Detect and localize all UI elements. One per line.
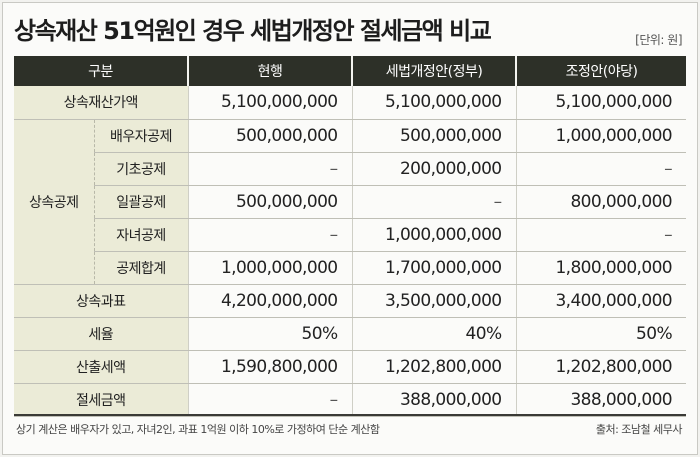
cell-value: 388,000,000 bbox=[351, 383, 517, 417]
table-row: 상속재산가액 5,100,000,000 5,100,000,000 5,100… bbox=[14, 86, 687, 120]
cell-value: 388,000,000 bbox=[515, 383, 687, 417]
cell-value: 3,500,000,000 bbox=[351, 284, 517, 318]
cell-value: 500,000,000 bbox=[187, 119, 353, 153]
cell-value: – bbox=[187, 218, 353, 252]
cell-value: 1,800,000,000 bbox=[515, 251, 687, 285]
row-label-total: 공제합계 bbox=[93, 251, 189, 285]
unit-label: [단위: 원] bbox=[635, 33, 682, 47]
header-category: 구분 bbox=[14, 56, 189, 86]
cell-value: – bbox=[187, 152, 353, 186]
table-row: 절세금액 – 388,000,000 388,000,000 bbox=[14, 383, 687, 417]
row-label-computed: 산출세액 bbox=[14, 350, 189, 384]
table-row: 상속과표 4,200,000,000 3,500,000,000 3,400,0… bbox=[14, 284, 687, 318]
page-title: 상속재산 51억원인 경우 세법개정안 절세금액 비교 bbox=[14, 17, 492, 45]
comparison-table: 구분 현행 세법개정안(정부) 조정안(야당) 상속재산가액 5,100,000… bbox=[14, 56, 687, 417]
cell-value: 1,700,000,000 bbox=[351, 251, 517, 285]
header-current: 현행 bbox=[187, 56, 353, 86]
table-row: 산출세액 1,590,800,000 1,202,800,000 1,202,8… bbox=[14, 350, 687, 384]
cell-value: 1,590,800,000 bbox=[187, 350, 353, 384]
cell-value: – bbox=[187, 383, 353, 417]
cell-value: 50% bbox=[187, 317, 353, 351]
header-government: 세법개정안(정부) bbox=[351, 56, 517, 86]
cell-value: – bbox=[515, 152, 687, 186]
row-label-children: 자녀공제 bbox=[93, 218, 189, 252]
footer-divider bbox=[14, 414, 686, 416]
table-header-row: 구분 현행 세법개정안(정부) 조정안(야당) bbox=[14, 56, 687, 86]
row-label-lump: 일괄공제 bbox=[93, 185, 189, 219]
table-row: 세율 50% 40% 50% bbox=[14, 317, 687, 351]
row-label-spouse: 배우자공제 bbox=[93, 119, 189, 153]
footnote: 상기 계산은 배우자가 있고, 자녀2인, 과표 1억원 이하 10%로 가정하… bbox=[16, 423, 380, 436]
row-label-estate: 상속재산가액 bbox=[14, 86, 189, 120]
cell-value: 500,000,000 bbox=[187, 185, 353, 219]
table-row: 기초공제 – 200,000,000 – bbox=[14, 152, 687, 186]
table-row: 일괄공제 500,000,000 – 800,000,000 bbox=[14, 185, 687, 219]
cell-value: 500,000,000 bbox=[351, 119, 517, 153]
table-row: 자녀공제 – 1,000,000,000 – bbox=[14, 218, 687, 252]
cell-value: 5,100,000,000 bbox=[187, 86, 353, 120]
row-label-taxable: 상속과표 bbox=[14, 284, 189, 318]
header-opposition: 조정안(야당) bbox=[515, 56, 687, 86]
cell-value: – bbox=[351, 185, 517, 219]
table-row: 공제합계 1,000,000,000 1,700,000,000 1,800,0… bbox=[14, 251, 687, 285]
cell-value: 1,000,000,000 bbox=[187, 251, 353, 285]
cell-value: 1,202,800,000 bbox=[515, 350, 687, 384]
cell-value: 40% bbox=[351, 317, 517, 351]
cell-value: 50% bbox=[515, 317, 687, 351]
cell-value: 1,000,000,000 bbox=[515, 119, 687, 153]
cell-value: – bbox=[515, 218, 687, 252]
cell-value: 4,200,000,000 bbox=[187, 284, 353, 318]
cell-value: 200,000,000 bbox=[351, 152, 517, 186]
row-label-basic: 기초공제 bbox=[93, 152, 189, 186]
cell-value: 5,100,000,000 bbox=[515, 86, 687, 120]
cell-value: 1,000,000,000 bbox=[351, 218, 517, 252]
cell-value: 3,400,000,000 bbox=[515, 284, 687, 318]
table-row: 상속공제 배우자공제 500,000,000 500,000,000 1,000… bbox=[14, 119, 687, 285]
row-label-saving: 절세금액 bbox=[14, 383, 189, 417]
cell-value: 5,100,000,000 bbox=[351, 86, 517, 120]
source-credit: 출처: 조남철 세무사 bbox=[595, 423, 683, 436]
cell-value: 800,000,000 bbox=[515, 185, 687, 219]
row-group-deduction: 상속공제 bbox=[14, 119, 94, 285]
row-label-rate: 세율 bbox=[14, 317, 189, 351]
cell-value: 1,202,800,000 bbox=[351, 350, 517, 384]
